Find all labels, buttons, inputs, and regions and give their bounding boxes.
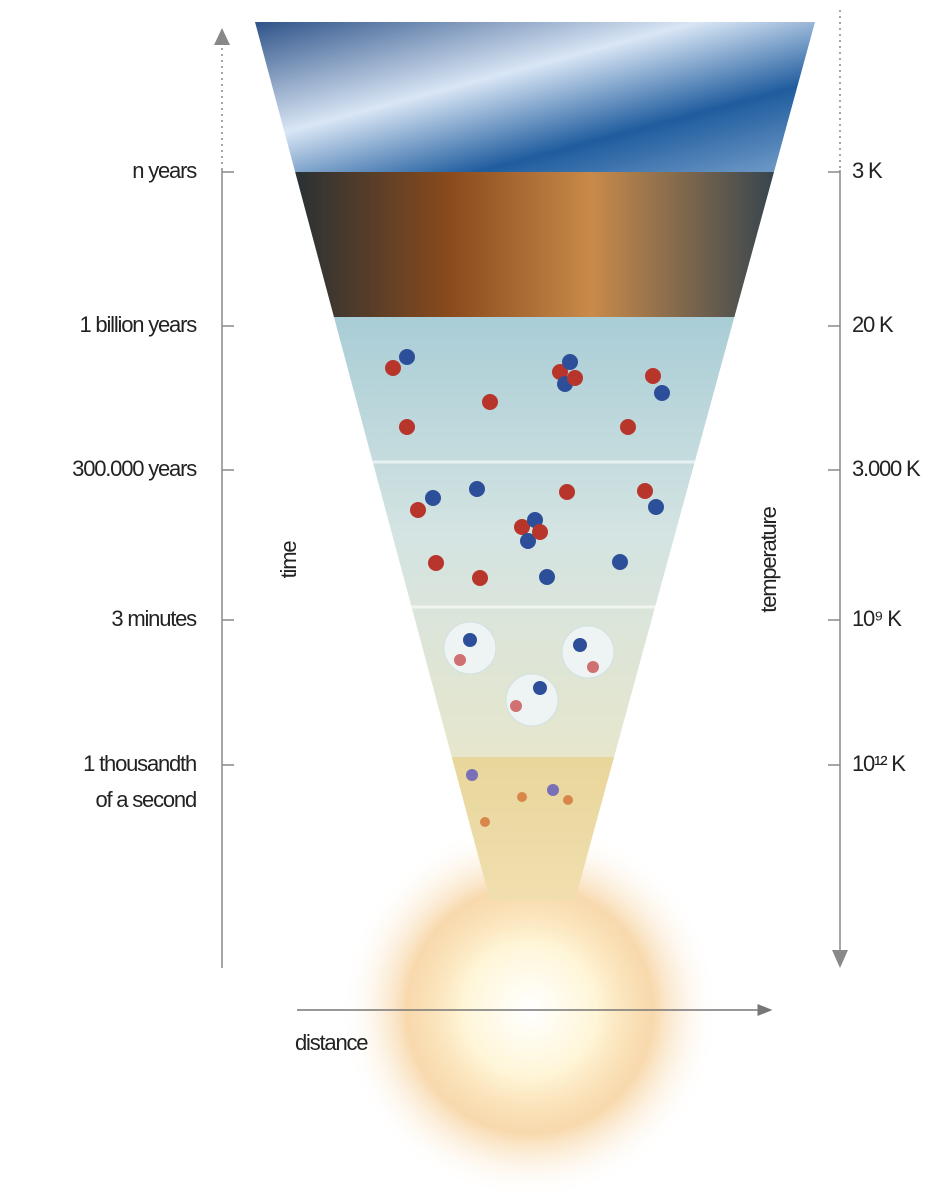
time-label: 1 billion years [79, 312, 197, 337]
time-label: 1 thousandth [83, 751, 196, 776]
distance-title: distance [295, 1030, 368, 1055]
quark-band [255, 757, 815, 900]
temperature-label: 20 K [852, 312, 894, 337]
time-label: n years [132, 158, 197, 183]
particles [385, 349, 670, 827]
temperature-label: 3.000 K [852, 456, 921, 481]
galaxy-band [255, 22, 815, 172]
time-title: time [276, 541, 301, 579]
temperature-label: 10⁹ K [852, 606, 902, 631]
time-label: of a second [95, 787, 196, 812]
time-label: 300.000 years [72, 456, 197, 481]
temperature-label: 10¹² K [852, 751, 906, 776]
temperature-title: temperature [756, 506, 781, 612]
temperature-label: 3 K [852, 158, 883, 183]
cone [255, 22, 815, 900]
nebula-band [255, 172, 815, 317]
time-label: 3 minutes [111, 606, 197, 631]
explosion [340, 820, 720, 1194]
